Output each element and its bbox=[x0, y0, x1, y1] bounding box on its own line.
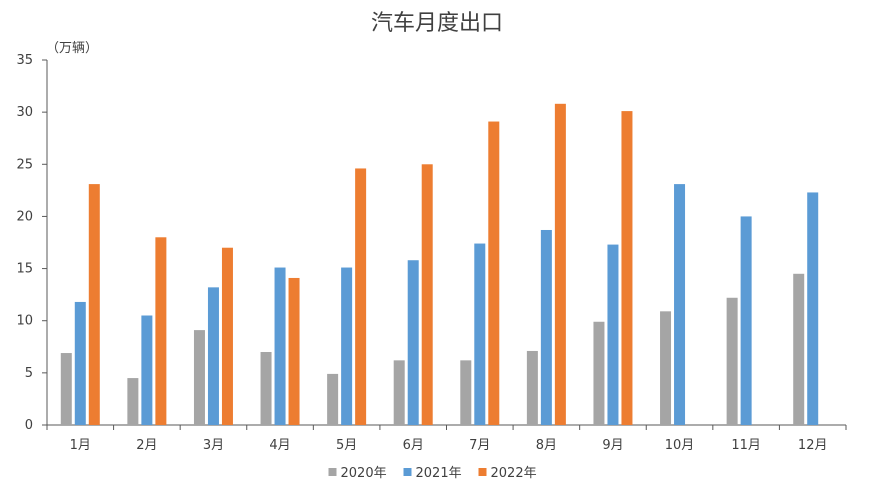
x-tick-label: 7月 bbox=[469, 438, 490, 453]
bar bbox=[193, 330, 205, 425]
x-tick-label: 4月 bbox=[269, 438, 290, 453]
bar bbox=[793, 273, 805, 425]
y-tick-label: 0 bbox=[25, 418, 33, 433]
bar bbox=[393, 360, 405, 425]
bar bbox=[554, 103, 566, 426]
bar bbox=[526, 350, 538, 425]
legend-swatch bbox=[403, 468, 412, 476]
chart-title: 汽车月度出口 bbox=[371, 11, 503, 36]
y-tick-label: 20 bbox=[16, 209, 33, 224]
x-axis: 1月 2月 3月 4月 5月 6月 7月 8月 9月 10月 11月 12月 bbox=[46, 424, 847, 453]
bar bbox=[260, 352, 272, 425]
bar bbox=[807, 192, 819, 425]
bar bbox=[74, 301, 86, 425]
bar bbox=[327, 373, 339, 425]
x-tick-label: 11月 bbox=[731, 438, 761, 453]
legend-swatch bbox=[478, 468, 487, 476]
legend-label: 2020年 bbox=[341, 466, 387, 481]
bar bbox=[474, 243, 486, 425]
bar bbox=[593, 321, 605, 425]
bar bbox=[288, 277, 300, 425]
x-tick-label: 9月 bbox=[602, 438, 623, 453]
x-tick-label: 1月 bbox=[70, 438, 91, 453]
x-tick-label: 6月 bbox=[403, 438, 424, 453]
bar bbox=[88, 184, 100, 425]
bar bbox=[726, 297, 738, 425]
bar bbox=[621, 111, 633, 425]
x-tick-label: 8月 bbox=[536, 438, 557, 453]
bar bbox=[141, 315, 153, 425]
bar bbox=[460, 360, 472, 425]
bar bbox=[488, 121, 500, 426]
y-tick-label: 25 bbox=[16, 157, 33, 172]
x-tick-label: 3月 bbox=[203, 438, 224, 453]
legend-swatch bbox=[328, 468, 337, 476]
bar bbox=[607, 244, 619, 425]
bar bbox=[540, 229, 552, 425]
bar bbox=[341, 267, 353, 425]
y-axis: 0 5 10 15 20 25 30 35 bbox=[16, 53, 48, 433]
y-tick-label: 35 bbox=[16, 53, 33, 68]
legend: 2020年 2021年 2022年 bbox=[328, 466, 537, 481]
bar bbox=[674, 184, 686, 425]
bar bbox=[207, 287, 219, 425]
y-tick-label: 30 bbox=[16, 105, 33, 120]
bar bbox=[740, 216, 752, 425]
bar bbox=[155, 237, 167, 425]
bar bbox=[274, 267, 286, 425]
bars bbox=[60, 103, 819, 426]
bar bbox=[60, 353, 72, 425]
bar bbox=[407, 260, 419, 425]
bar bbox=[221, 247, 233, 425]
x-tick-label: 2月 bbox=[136, 438, 157, 453]
x-tick-label: 12月 bbox=[798, 438, 828, 453]
bar bbox=[127, 378, 139, 425]
y-axis-unit-label: （万辆） bbox=[46, 41, 98, 56]
y-tick-label: 15 bbox=[16, 262, 33, 277]
y-tick-label: 5 bbox=[25, 366, 33, 381]
bar bbox=[660, 311, 672, 425]
x-tick-label: 5月 bbox=[336, 438, 357, 453]
legend-label: 2021年 bbox=[416, 466, 462, 481]
legend-label: 2022年 bbox=[491, 466, 537, 481]
y-tick-label: 10 bbox=[16, 314, 33, 329]
bar bbox=[355, 168, 367, 425]
bar bbox=[421, 164, 433, 426]
x-tick-label: 10月 bbox=[665, 438, 695, 453]
